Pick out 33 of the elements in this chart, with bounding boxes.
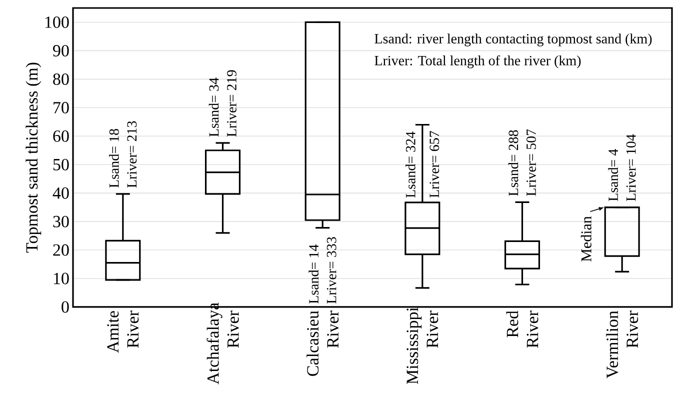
y-tick-label: 40 (52, 187, 69, 199)
y-tick-label: 80 (53, 73, 69, 85)
x-tick-label: Atchafalaya River (206, 302, 239, 384)
annotation: Lsand= 288 (508, 130, 518, 196)
annotation: Median (580, 216, 592, 262)
x-tick-label: Amite River (107, 310, 139, 353)
x-tick-label: Mississippi River (406, 307, 438, 384)
annotation: Lsand= 4 (608, 149, 618, 202)
y-tick-label: 60 (53, 130, 69, 142)
annotation: Lsand: river length contacting topmost sand (km) (374, 34, 652, 46)
annotation: Lriver= 104 (626, 134, 636, 202)
x-tick-label: Red River (506, 310, 538, 348)
annotation: Lsand= 324 (406, 132, 416, 198)
annotation: Lsand= 34 (208, 78, 219, 137)
annotation: Lriver= 507 (526, 129, 536, 196)
annotation: Lriver: Total length of the river (km) (374, 55, 581, 68)
y-tick-label: 30 (53, 216, 69, 228)
y-tick-label: 70 (54, 102, 69, 114)
x-tick-label: Calcasieu River (306, 310, 339, 376)
y-tick-label: 50 (53, 158, 69, 170)
annotation: Lriver= 657 (430, 131, 440, 198)
x-tick-label: Vermilion River (606, 310, 638, 378)
annotation: Lriver= 219 (227, 70, 236, 137)
y-axis-title: Topmost sand thickness (m) (26, 62, 42, 253)
y-tick-label: 10 (54, 272, 69, 284)
annotation: Lriver= 333 (326, 237, 336, 304)
y-tick-label: 0 (62, 301, 69, 313)
y-tick-label: 100 (45, 16, 69, 28)
annotation: Lsand= 18 (109, 128, 119, 188)
annotation: Lsand= 14 (308, 244, 319, 304)
annotation: Lriver= 213 (127, 121, 137, 188)
y-tick-label: 20 (53, 244, 69, 256)
y-tick-label: 90 (53, 44, 69, 56)
